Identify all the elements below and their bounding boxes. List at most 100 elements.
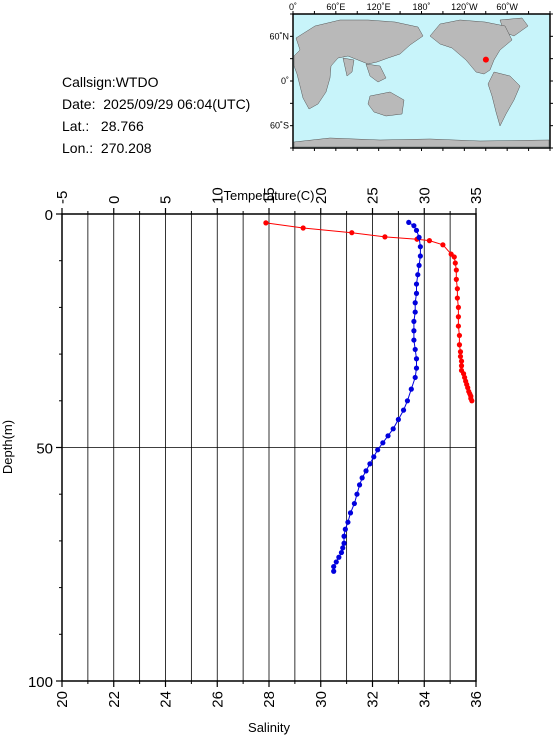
salinity-tick-label: 30	[313, 691, 330, 708]
map-lon-label: 180˚	[412, 2, 430, 12]
chart-series	[263, 219, 475, 574]
land-south-america	[487, 71, 521, 127]
temperature-point	[453, 276, 459, 282]
map-lon-label: 0˚	[289, 2, 297, 12]
salinity-point	[367, 461, 373, 467]
map-lon-label: 60˚W	[496, 2, 518, 12]
temperature-point	[454, 295, 460, 301]
salinity-point	[413, 227, 420, 233]
salinity-point	[341, 540, 347, 546]
land-antarctica	[293, 137, 550, 148]
salinity-tick-label: 32	[365, 691, 382, 708]
salinity-point	[417, 244, 423, 250]
salinity-tick-label: 36	[468, 691, 485, 708]
land-north-america	[429, 19, 513, 75]
map-lat-label: 0˚	[281, 76, 289, 86]
salinity-point	[395, 416, 401, 423]
salinity-point	[336, 554, 342, 560]
date-row: Date: 2025/09/29 06:04(UTC)	[62, 93, 250, 115]
temperature-point	[457, 353, 464, 360]
salinity-point	[413, 365, 420, 371]
station-marker	[482, 56, 489, 63]
depth-axis: 0 50 100	[28, 207, 62, 691]
temperature-point	[456, 342, 463, 348]
salinity-point	[375, 447, 381, 453]
land-se-asia	[365, 63, 387, 83]
depth-axis-label: Depth(m)	[0, 420, 15, 474]
temperature-tick-label: 35	[468, 187, 485, 204]
temperature-point	[469, 398, 475, 404]
land-india	[342, 57, 355, 77]
salinity-point	[406, 219, 412, 226]
map-landmasses	[293, 17, 550, 148]
salinity-point	[408, 386, 414, 392]
salinity-point	[412, 309, 418, 315]
temperature-point	[458, 358, 465, 364]
salinity-point	[413, 356, 420, 362]
depth-tick-label: 0	[45, 207, 53, 224]
world-map: 0˚ 60˚E 120˚E 180˚ 120˚W 60˚W 60˚N 0˚ 60˚S	[269, 2, 553, 151]
salinity-point	[340, 545, 346, 551]
station-info: Callsign:WTDO Date: 2025/09/29 06:04(UTC…	[62, 71, 250, 159]
temperature-point	[455, 323, 462, 329]
chart-grid	[62, 214, 476, 681]
salinity-point	[345, 519, 351, 525]
temperature-point	[263, 220, 269, 226]
salinity-point	[416, 262, 422, 268]
salinity-tick-label: 20	[54, 691, 71, 708]
land-australia	[367, 91, 405, 117]
callsign-row: Callsign:WTDO	[62, 71, 250, 93]
depth-tick-label: 50	[36, 441, 53, 458]
temperature-point	[457, 349, 464, 355]
temperature-point	[440, 242, 446, 248]
salinity-point	[411, 223, 417, 229]
salinity-point	[333, 559, 339, 565]
temperature-point	[452, 260, 458, 266]
salinity-tick-label: 22	[106, 691, 123, 708]
salinity-point	[359, 475, 365, 481]
salinity-point	[341, 533, 347, 539]
salinity-point	[331, 568, 337, 574]
depth-tick-label: 100	[28, 674, 53, 691]
map-lat-labels: 60˚N 0˚ 60˚S	[269, 31, 289, 130]
lon-value: 270.208	[100, 140, 152, 156]
salinity-point	[417, 253, 423, 259]
salinity-point	[411, 337, 417, 343]
temperature-point	[426, 238, 433, 244]
date-label: Date:	[62, 96, 96, 112]
salinity-point	[413, 281, 420, 287]
temperature-point	[458, 363, 465, 369]
temperature-tick-label: 25	[365, 187, 382, 204]
salinity-point	[342, 526, 348, 532]
salinity-point	[356, 482, 363, 488]
salinity-point	[347, 510, 354, 516]
salinity-point	[351, 500, 357, 507]
salinity-tick-label: 34	[416, 691, 433, 708]
lat-row: Lat.: 28.766	[62, 115, 250, 137]
temperature-point	[453, 267, 459, 273]
salinity-point	[412, 300, 418, 306]
temperature-point	[456, 332, 463, 339]
salinity-tick-label: 24	[158, 691, 175, 708]
temperature-line	[265, 222, 473, 402]
temperature-tick-label: 10	[209, 187, 226, 204]
salinity-point	[412, 346, 418, 353]
callsign-label: Callsign:	[62, 74, 116, 90]
salinity-axis: 20 22 24 26 28 30 32 34 36	[54, 681, 485, 708]
salinity-point	[390, 426, 396, 432]
map-lat-label: 60˚S	[270, 121, 289, 131]
salinity-point	[338, 549, 345, 556]
temperature-tick-label: 20	[313, 187, 330, 204]
salinity-point	[415, 272, 421, 278]
salinity-point	[400, 407, 407, 413]
temperature-point	[455, 304, 462, 310]
salinity-tick-label: 26	[209, 691, 226, 708]
map-lon-label: 120˚E	[367, 2, 391, 12]
salinity-point	[411, 328, 417, 334]
salinity-point	[411, 318, 417, 325]
salinity-point	[413, 290, 420, 296]
land-africa-eurasia	[293, 19, 424, 110]
temperature-point	[300, 225, 306, 231]
temperature-point	[451, 254, 457, 260]
